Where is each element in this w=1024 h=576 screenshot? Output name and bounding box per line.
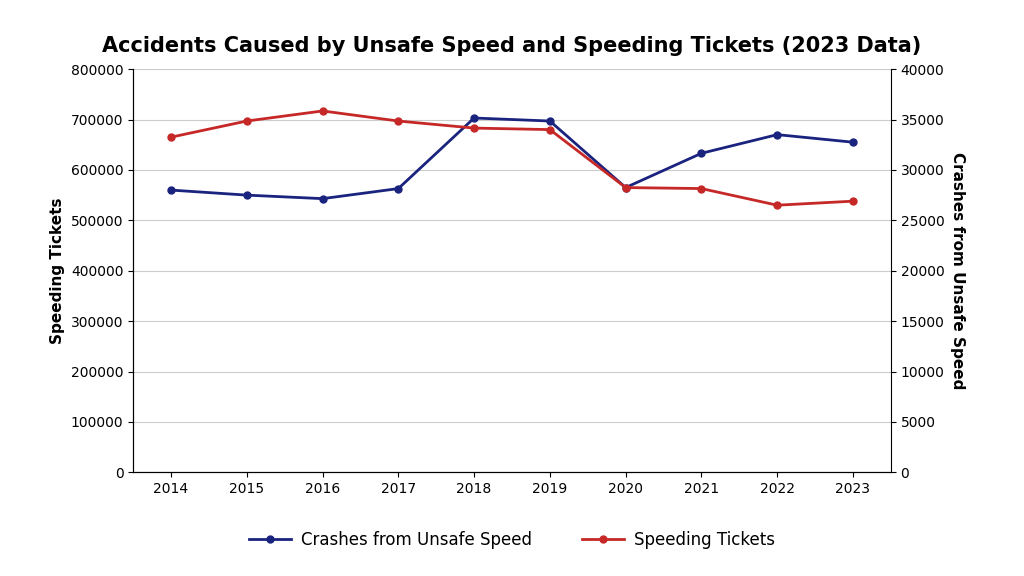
Y-axis label: Speeding Tickets: Speeding Tickets	[50, 198, 66, 344]
Title: Accidents Caused by Unsafe Speed and Speeding Tickets (2023 Data): Accidents Caused by Unsafe Speed and Spe…	[102, 36, 922, 56]
Speeding Tickets	[847, 198, 859, 204]
Crashes from Unsafe Speed	[847, 139, 859, 146]
Speeding Tickets	[620, 184, 632, 191]
Legend: Crashes from Unsafe Speed, Speeding Tickets: Crashes from Unsafe Speed, Speeding Tick…	[243, 525, 781, 556]
Speeding Tickets	[468, 124, 480, 131]
Speeding Tickets	[695, 185, 708, 192]
Speeding Tickets	[241, 118, 253, 124]
Crashes from Unsafe Speed	[392, 185, 404, 192]
Crashes from Unsafe Speed	[544, 118, 556, 124]
Crashes from Unsafe Speed	[620, 184, 632, 191]
Crashes from Unsafe Speed	[695, 150, 708, 157]
Crashes from Unsafe Speed	[771, 131, 783, 138]
Crashes from Unsafe Speed	[316, 195, 329, 202]
Speeding Tickets	[771, 202, 783, 209]
Crashes from Unsafe Speed	[165, 187, 177, 194]
Speeding Tickets	[165, 134, 177, 141]
Line: Speeding Tickets: Speeding Tickets	[168, 108, 856, 209]
Speeding Tickets	[392, 118, 404, 124]
Speeding Tickets	[316, 108, 329, 115]
Line: Crashes from Unsafe Speed: Crashes from Unsafe Speed	[168, 115, 856, 202]
Crashes from Unsafe Speed	[241, 192, 253, 199]
Y-axis label: Crashes from Unsafe Speed: Crashes from Unsafe Speed	[950, 152, 966, 389]
Crashes from Unsafe Speed	[468, 115, 480, 122]
Speeding Tickets	[544, 126, 556, 133]
